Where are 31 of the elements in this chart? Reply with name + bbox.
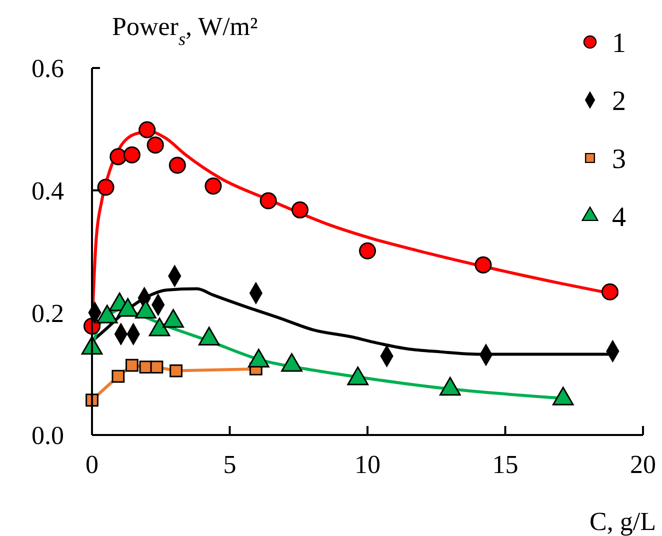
legend-label: 1 — [612, 28, 626, 59]
point — [150, 360, 164, 374]
point — [168, 156, 186, 174]
point — [110, 148, 127, 166]
point — [474, 256, 492, 274]
legend-label: 2 — [612, 86, 626, 117]
point — [260, 192, 277, 210]
y-axis-title: Power$_{s}$, W/m² — [112, 12, 258, 49]
y-tick-label: 0.6 — [32, 54, 64, 84]
point — [291, 201, 309, 218]
point — [601, 283, 618, 300]
point — [170, 364, 182, 378]
y-tick-label: 0.0 — [32, 421, 64, 450]
point — [97, 178, 114, 196]
point — [358, 242, 376, 260]
legend-label: 4 — [612, 202, 626, 233]
x-tick-label: 15 — [492, 450, 518, 479]
x-axis-title: C, g/L — [590, 507, 656, 536]
point — [125, 358, 138, 372]
x-tick-label: 10 — [354, 450, 380, 479]
x-tick-label: 5 — [223, 450, 236, 479]
x-tick-label: 0 — [86, 450, 98, 479]
point — [138, 121, 156, 138]
x-tick-label: 20 — [630, 450, 656, 479]
legend-label: 3 — [612, 144, 626, 175]
y-tick-label: 0.2 — [32, 298, 64, 328]
point — [204, 178, 222, 195]
point — [123, 146, 140, 164]
y-tick-label: 0.4 — [32, 176, 64, 206]
point — [146, 136, 164, 154]
point — [112, 370, 125, 383]
